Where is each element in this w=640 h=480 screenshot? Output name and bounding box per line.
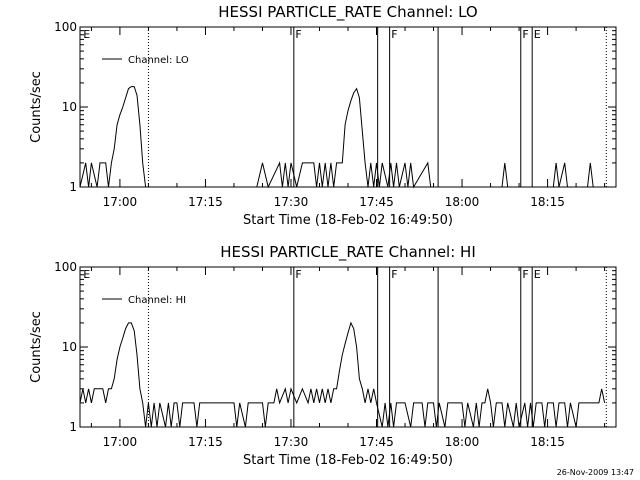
- x-axis-label: Start Time (18-Feb-02 16:49:50): [243, 213, 453, 228]
- x-tick-label: 17:15: [188, 195, 223, 209]
- event-marker-f: F: [295, 268, 301, 281]
- series-line: [79, 86, 594, 189]
- series-line: [79, 321, 606, 428]
- legend-label: Channel: LO: [128, 55, 189, 66]
- legend-label: Channel: HI: [128, 295, 186, 306]
- event-marker-e: E: [83, 28, 90, 41]
- y-axis-label: Counts/sec: [29, 311, 44, 383]
- event-marker-e: E: [534, 28, 541, 41]
- chart-title: HESSI PARTICLE_RATE Channel: LO: [218, 3, 477, 22]
- event-marker-f: F: [295, 28, 301, 41]
- y-tick-label: 1: [69, 180, 77, 194]
- y-axis-label: Counts/sec: [29, 71, 44, 143]
- x-tick-label: 17:45: [359, 195, 394, 209]
- event-marker-f: F: [391, 268, 397, 281]
- x-tick-label: 18:15: [530, 195, 565, 209]
- x-tick-label: 18:00: [445, 435, 480, 449]
- x-tick-label: 17:30: [274, 195, 309, 209]
- hi-channel-panel: HESSI PARTICLE_RATE Channel: HI Counts/se…: [29, 243, 617, 468]
- chart-title: HESSI PARTICLE_RATE Channel: HI: [220, 243, 476, 262]
- x-tick-label: 17:30: [274, 435, 309, 449]
- x-axis-label: Start Time (18-Feb-02 16:49:50): [243, 453, 453, 468]
- y-tick-label: 1: [69, 420, 77, 434]
- generation-timestamp: 26-Nov-2009 13:47: [556, 468, 634, 477]
- x-tick-label: 17:00: [103, 195, 138, 209]
- y-tick-label: 100: [54, 20, 77, 34]
- x-tick-label: 18:15: [530, 435, 565, 449]
- plot-frame: [79, 26, 617, 188]
- event-marker-f: F: [522, 28, 528, 41]
- x-tick-label: 18:00: [445, 195, 480, 209]
- lo-channel-panel: HESSI PARTICLE_RATE Channel: LO Counts/se…: [29, 3, 617, 228]
- event-marker-f: F: [522, 268, 528, 281]
- y-tick-label: 100: [54, 260, 77, 274]
- event-marker-e: E: [83, 268, 90, 281]
- event-marker-e: E: [534, 268, 541, 281]
- y-tick-label: 10: [62, 100, 77, 114]
- x-tick-label: 17:15: [188, 435, 223, 449]
- x-tick-label: 17:45: [359, 435, 394, 449]
- x-tick-label: 17:00: [103, 435, 138, 449]
- y-tick-label: 10: [62, 340, 77, 354]
- plot-frame: [79, 266, 617, 428]
- event-marker-f: F: [391, 28, 397, 41]
